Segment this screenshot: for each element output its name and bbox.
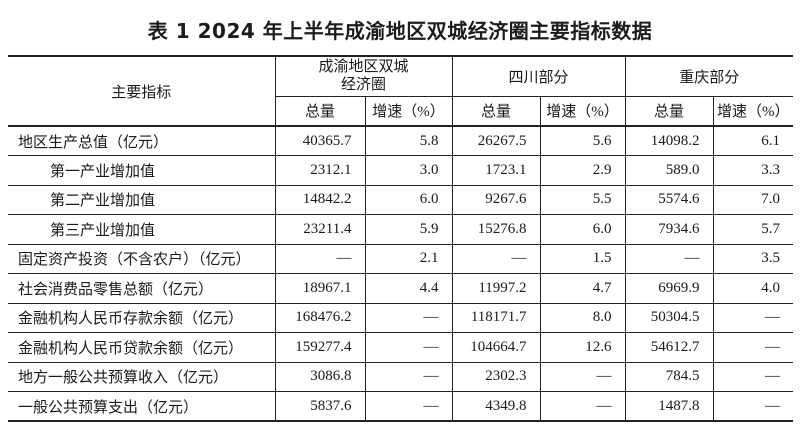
subheader-total-cell: 总量: [624, 95, 714, 127]
group-header-chongqing: 重庆部分: [624, 55, 794, 97]
value-cell: 4.0: [712, 273, 794, 304]
group-header-row: 主要指标 成渝地区双城 经济圈 四川部分 重庆部分: [8, 55, 794, 127]
indicator-cell: 第三产业增加值: [8, 214, 276, 245]
value-cell: 14098.2: [624, 125, 714, 156]
value-cell: 4.7: [539, 273, 626, 304]
value-cell: 6.0: [364, 184, 453, 215]
value-cell: 1.5: [539, 243, 626, 274]
value-cell: —: [712, 391, 794, 422]
table-title: 表 1 2024 年上半年成渝地区双城经济圈主要指标数据: [147, 19, 653, 43]
value-cell: 6.0: [539, 214, 626, 245]
value-cell: 3.3: [712, 155, 794, 186]
value-cell: 7934.6: [624, 214, 714, 245]
value-cell: —: [364, 361, 453, 392]
value-cell: 15276.8: [451, 214, 541, 245]
value-cell: 5.6: [539, 125, 626, 156]
subheader-rate-cell: 增速（%）: [364, 95, 453, 127]
subheader-row: 总量 增速（%） 总量 增速（%） 总量 增速（%）: [8, 95, 794, 127]
value-cell: —: [712, 361, 794, 392]
indicator-cell: 社会消费品零售总额（亿元）: [8, 273, 276, 304]
table-row: 社会消费品零售总额（亿元） 18967.1 4.4 11997.2 4.7 69…: [8, 273, 794, 304]
table-row: 第二产业增加值 14842.2 6.0 9267.6 5.5 5574.6 7.…: [8, 184, 794, 215]
value-cell: 54612.7: [624, 332, 714, 363]
subheader-rate-cell: 增速（%）: [712, 95, 794, 127]
value-cell: 5.8: [364, 125, 453, 156]
value-cell: 168476.2: [274, 302, 366, 333]
group-header-chengyu-line1: 成渝地区双城: [318, 58, 409, 75]
value-cell: —: [539, 361, 626, 392]
value-cell: —: [712, 302, 794, 333]
value-cell: 4.4: [364, 273, 453, 304]
value-cell: 118171.7: [451, 302, 541, 333]
value-cell: —: [364, 391, 453, 422]
value-cell: 9267.6: [451, 184, 541, 215]
value-cell: —: [274, 243, 366, 274]
value-cell: 2.9: [539, 155, 626, 186]
value-cell: 5.7: [712, 214, 794, 245]
value-cell: 589.0: [624, 155, 714, 186]
subheader-total-cell: 总量: [451, 95, 541, 127]
value-cell: 5.5: [539, 184, 626, 215]
value-cell: 2.1: [364, 243, 453, 274]
value-cell: 8.0: [539, 302, 626, 333]
indicator-cell: 第二产业增加值: [8, 184, 276, 215]
table-row: 金融机构人民币存款余额（亿元） 168476.2 — 118171.7 8.0 …: [8, 302, 794, 333]
value-cell: 6.1: [712, 125, 794, 156]
table-row: 固定资产投资（不含农户）（亿元） — 2.1 — 1.5 — 3.5: [8, 243, 794, 274]
value-cell: —: [624, 243, 714, 274]
group-header-chengyu: 成渝地区双城 经济圈: [274, 55, 453, 97]
value-cell: 11997.2: [451, 273, 541, 304]
value-cell: 4349.8: [451, 391, 541, 422]
value-cell: —: [364, 302, 453, 333]
value-cell: —: [712, 332, 794, 363]
value-cell: —: [364, 332, 453, 363]
table-row: 一般公共预算支出（亿元） 5837.6 — 4349.8 — 1487.8 —: [8, 391, 794, 422]
value-cell: 5.9: [364, 214, 453, 245]
indicator-cell: 地区生产总值（亿元）: [8, 125, 276, 156]
value-cell: 5574.6: [624, 184, 714, 215]
indicator-cell: 地方一般公共预算收入（亿元）: [8, 361, 276, 392]
group-header-sichuan: 四川部分: [451, 55, 626, 97]
indicator-cell: 金融机构人民币贷款余额（亿元）: [8, 332, 276, 363]
value-cell: 1487.8: [624, 391, 714, 422]
value-cell: 104664.7: [451, 332, 541, 363]
value-cell: 1723.1: [451, 155, 541, 186]
indicator-cell: 第一产业增加值: [8, 155, 276, 186]
value-cell: 7.0: [712, 184, 794, 215]
indicator-header-cell: 主要指标: [8, 55, 276, 127]
table-row: 地区生产总值（亿元） 40365.7 5.8 26267.5 5.6 14098…: [8, 125, 794, 156]
indicator-cell: 固定资产投资（不含农户）（亿元）: [8, 243, 276, 274]
value-cell: 18967.1: [274, 273, 366, 304]
indicator-cell: 一般公共预算支出（亿元）: [8, 391, 276, 422]
table-row: 第三产业增加值 23211.4 5.9 15276.8 6.0 7934.6 5…: [8, 214, 794, 245]
indicator-cell: 金融机构人民币存款余额（亿元）: [8, 302, 276, 333]
value-cell: 5837.6: [274, 391, 366, 422]
value-cell: 3.0: [364, 155, 453, 186]
value-cell: 50304.5: [624, 302, 714, 333]
value-cell: 2302.3: [451, 361, 541, 392]
value-cell: 40365.7: [274, 125, 366, 156]
group-header-chengyu-line2: 经济圈: [341, 77, 387, 94]
value-cell: 159277.4: [274, 332, 366, 363]
value-cell: 2312.1: [274, 155, 366, 186]
value-cell: 3086.8: [274, 361, 366, 392]
indicators-table: 主要指标 成渝地区双城 经济圈 四川部分 重庆部分 总量 增速（%） 总量 增速…: [8, 55, 794, 422]
value-cell: 14842.2: [274, 184, 366, 215]
table-row: 第一产业增加值 2312.1 3.0 1723.1 2.9 589.0 3.3: [8, 155, 794, 186]
subheader-total-cell: 总量: [275, 95, 366, 127]
value-cell: 26267.5: [451, 125, 541, 156]
value-cell: —: [539, 391, 626, 422]
value-cell: —: [451, 243, 541, 274]
table-row: 地方一般公共预算收入（亿元） 3086.8 — 2302.3 — 784.5 —: [8, 361, 794, 392]
value-cell: 3.5: [712, 243, 794, 274]
value-cell: 12.6: [539, 332, 626, 363]
table-row: 金融机构人民币贷款余额（亿元） 159277.4 — 104664.7 12.6…: [8, 332, 794, 363]
value-cell: 23211.4: [274, 214, 366, 245]
value-cell: 784.5: [624, 361, 714, 392]
subheader-rate-cell: 增速（%）: [539, 95, 626, 127]
value-cell: 6969.9: [624, 273, 714, 304]
